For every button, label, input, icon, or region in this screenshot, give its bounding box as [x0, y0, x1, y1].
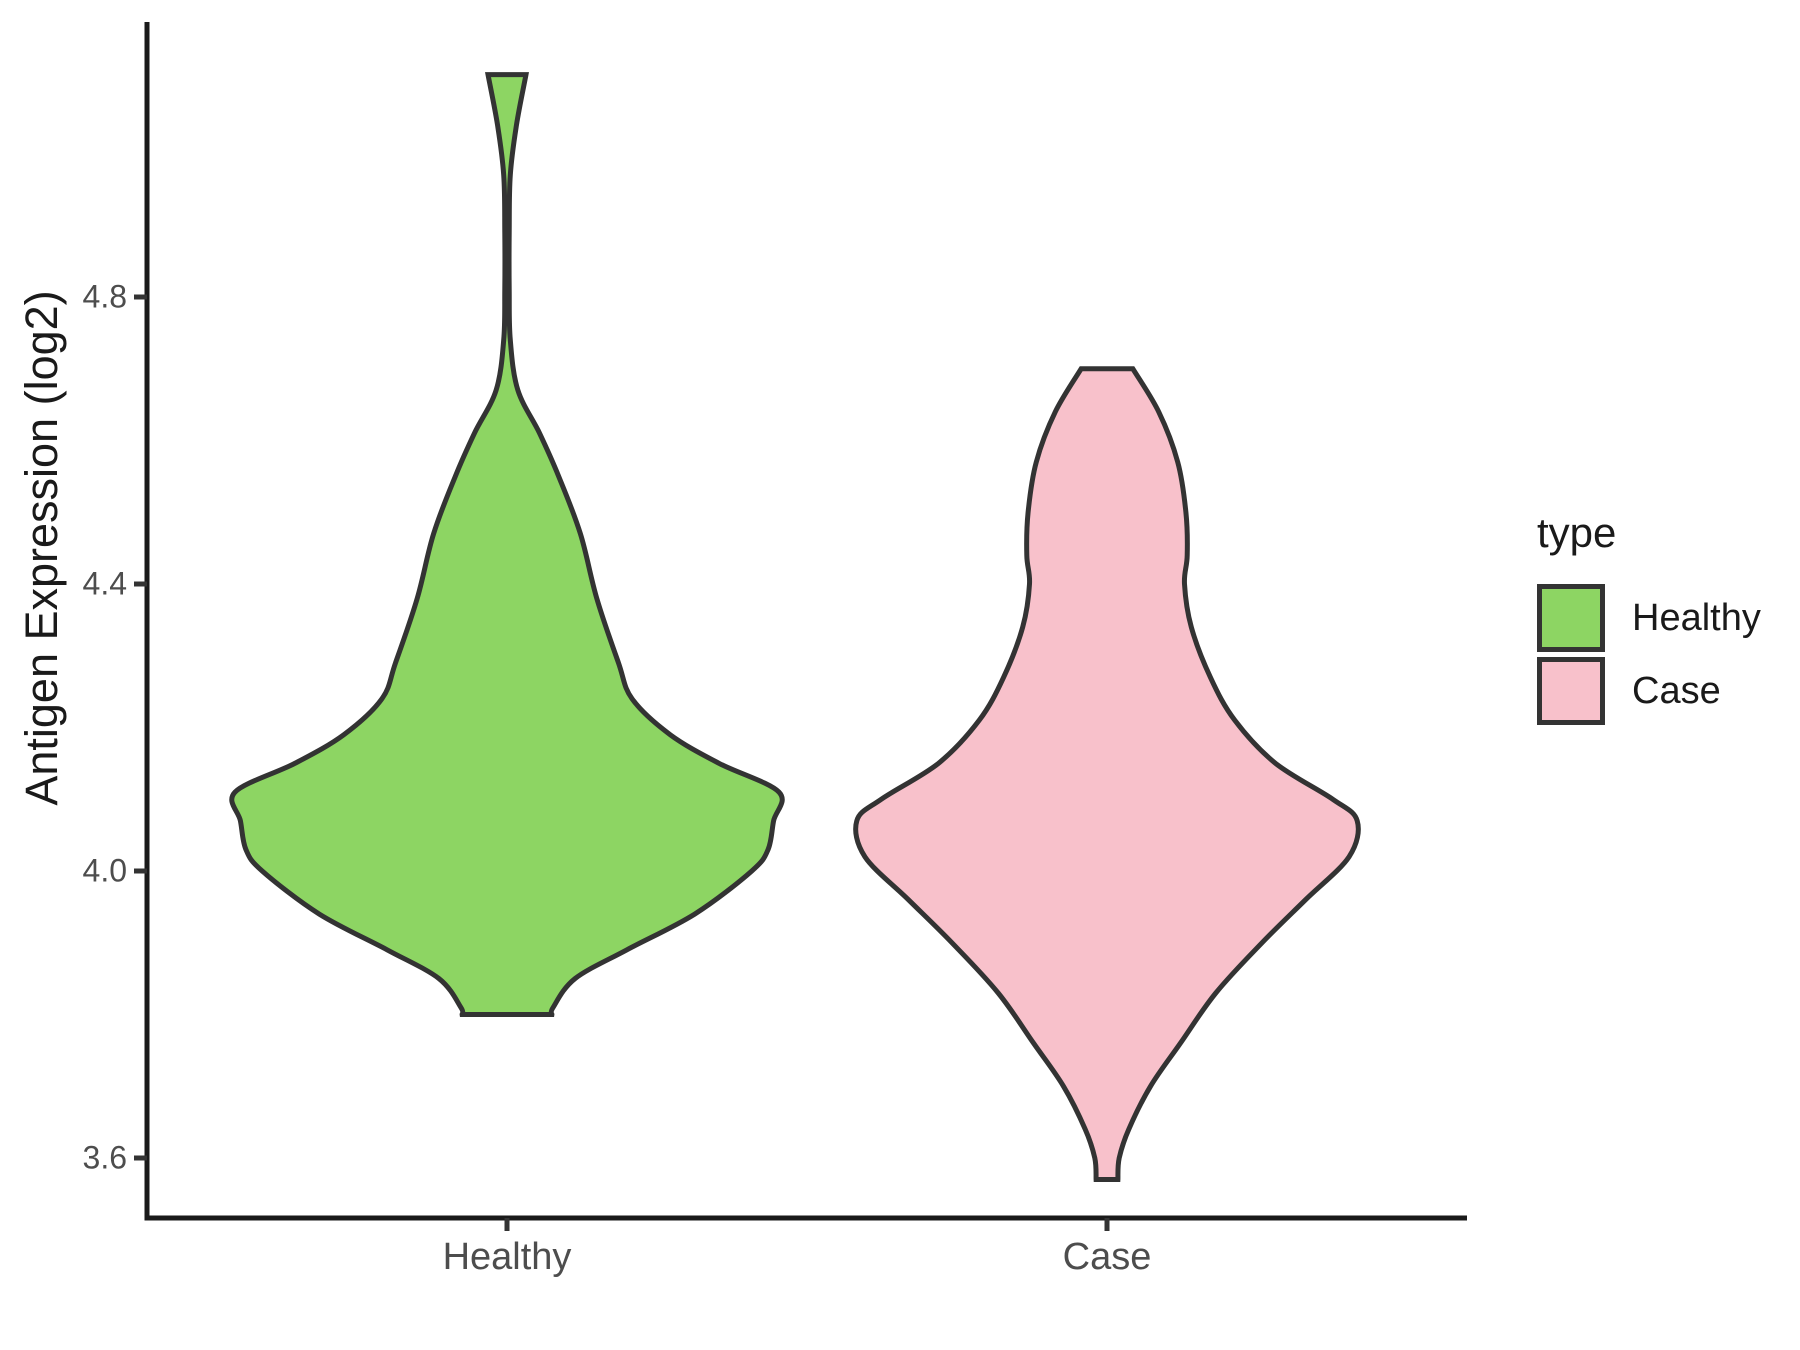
legend-swatch-case-icon [1537, 657, 1605, 725]
y-tick-label-4-4: 4.4 [82, 565, 127, 602]
x-category-label-case: Case [1062, 1236, 1152, 1278]
legend-item-healthy: Healthy [1537, 584, 1761, 652]
legend-swatch-healthy-icon [1537, 584, 1605, 652]
legend-title: type [1537, 509, 1617, 556]
y-tick-label-4-8: 4.8 [82, 278, 127, 315]
legend-item-case: Case [1537, 657, 1761, 725]
case-violin-shape [853, 366, 1361, 1182]
legend: type Healthy Case [1537, 512, 1761, 730]
legend-label-case: Case [1632, 669, 1721, 712]
legend-label-healthy: Healthy [1632, 596, 1761, 639]
y-tick-label-4-0: 4.0 [82, 852, 127, 889]
x-category-label-healthy: Healthy [442, 1236, 572, 1278]
healthy-violin-shape [229, 72, 785, 1017]
y-axis-title: Antigen Expression (log2) [16, 290, 67, 806]
y-tick-label-3-6: 3.6 [82, 1139, 127, 1176]
